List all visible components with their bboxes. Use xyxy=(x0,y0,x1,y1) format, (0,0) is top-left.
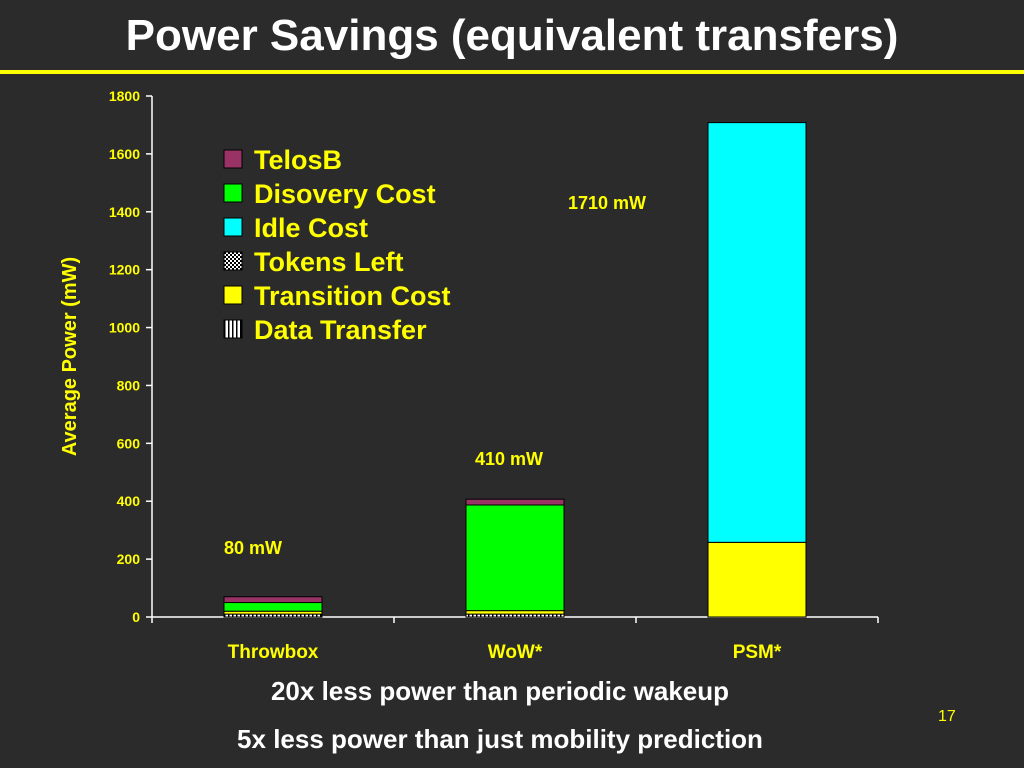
x-tick-label: PSM* xyxy=(733,642,782,663)
legend-label: Transition Cost xyxy=(254,281,451,311)
page-number: 17 xyxy=(938,708,956,725)
legend-label: TelosB xyxy=(254,145,342,175)
stacked-bar-chart: 0 200 400 600 800 1000 1200 1400 1600 1800 Throwbo… xyxy=(59,88,879,663)
slide-title: Power Savings (equivalent transfers) xyxy=(125,11,899,60)
y-tick-label: 1600 xyxy=(109,146,140,162)
legend-label: Data Transfer xyxy=(254,315,427,345)
legend-label: Disovery Cost xyxy=(254,179,436,209)
legend-swatch xyxy=(223,149,243,169)
y-tick-label: 600 xyxy=(117,435,141,451)
bar-segment-idle-cost xyxy=(707,122,807,543)
y-tick-label: 200 xyxy=(117,551,141,567)
bar-segment-disovery-cost xyxy=(223,602,323,612)
title-divider xyxy=(0,70,1024,74)
bar-segment-disovery-cost xyxy=(465,504,565,612)
legend-swatch xyxy=(223,217,243,237)
bar-segment-telosb xyxy=(223,596,323,604)
y-axis-title: Average Power (mW) xyxy=(59,257,81,456)
bar-segment-transition-cost xyxy=(465,610,565,615)
x-tick-label: WoW* xyxy=(488,642,543,663)
caption-mobility-prediction: 5x less power than just mobility predict… xyxy=(237,724,763,754)
x-tick-label: Throwbox xyxy=(228,642,319,663)
y-tick-label: 1400 xyxy=(109,204,140,220)
y-tick-label: 1200 xyxy=(109,262,140,278)
bar-total-label: 80 mW xyxy=(224,538,282,558)
y-tick-label: 1800 xyxy=(109,88,140,104)
y-tick-label: 400 xyxy=(117,493,141,509)
bar-segment-telosb xyxy=(465,498,565,506)
y-tick-label: 800 xyxy=(117,377,141,393)
caption-periodic-wakeup: 20x less power than periodic wakeup xyxy=(270,676,730,706)
y-tick-label: 0 xyxy=(132,609,140,625)
legend-label: Tokens Left xyxy=(254,247,404,277)
legend-swatch xyxy=(223,251,243,271)
legend-swatch xyxy=(223,183,243,203)
bar-total-label: 410 mW xyxy=(475,449,543,469)
legend-swatch xyxy=(223,319,243,339)
bar-total-label: 1710 mW xyxy=(568,193,646,213)
y-tick-label: 1000 xyxy=(109,320,140,336)
legend-label: Idle Cost xyxy=(254,213,368,243)
legend-swatch xyxy=(223,285,243,305)
bar-segment-transition-cost xyxy=(707,541,807,618)
